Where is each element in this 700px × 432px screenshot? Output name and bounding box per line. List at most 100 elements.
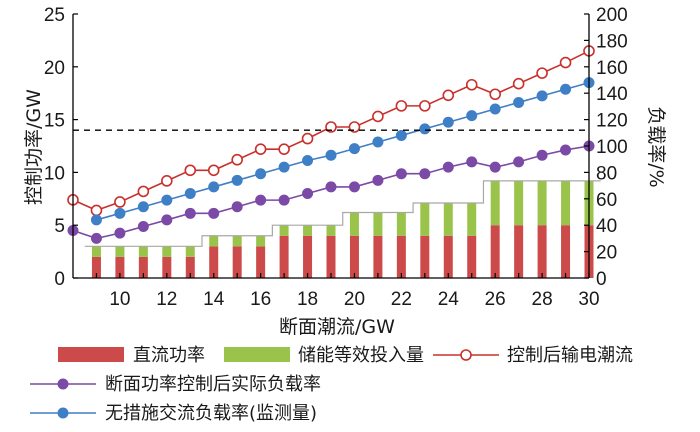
bar-dc-power: [490, 225, 500, 278]
point-actual-load-rate: [137, 221, 149, 233]
point-actual-load-rate: [466, 156, 478, 168]
bar-storage: [232, 235, 242, 247]
point-controlled-flow: [372, 110, 384, 123]
point-controlled-flow: [137, 185, 150, 198]
bar-storage: [373, 212, 383, 236]
y-left-tick-label: 15: [44, 111, 65, 132]
point-no-measure-load-rate: [513, 96, 525, 108]
bar-storage: [490, 180, 500, 226]
x-tick-label: 26: [485, 289, 506, 310]
x-tick-label: 24: [438, 289, 460, 310]
bar-storage: [420, 203, 430, 236]
point-no-measure-load-rate: [114, 207, 126, 219]
point-actual-load-rate: [325, 181, 337, 193]
bar-dc-power: [443, 235, 453, 278]
bar-storage: [443, 203, 453, 236]
bar-storage: [256, 235, 266, 247]
point-controlled-flow: [254, 143, 267, 155]
bar-dc-power: [115, 256, 125, 278]
point-actual-load-rate: [302, 188, 314, 200]
bar-dc-power: [467, 235, 477, 278]
point-actual-load-rate: [208, 207, 220, 219]
y-right-axis-label: 负载率/%: [645, 106, 667, 187]
bar-dc-power: [514, 225, 524, 278]
y-right-tick-label: 80: [596, 163, 617, 184]
bars-layer: [91, 180, 594, 278]
point-actual-load-rate: [255, 194, 267, 206]
y-right-tick-label: 100: [596, 137, 628, 158]
line-no-measure-load-rate: [96, 81, 590, 221]
point-no-measure-load-rate: [348, 143, 360, 155]
bar-dc-power: [303, 235, 313, 278]
point-actual-load-rate: [489, 161, 501, 173]
point-actual-load-rate: [372, 174, 384, 186]
bar-dc-power: [185, 256, 195, 278]
x-tick-label: 12: [156, 289, 177, 310]
legend-marker-controlled-flow: [460, 349, 472, 361]
point-no-measure-load-rate: [231, 174, 243, 186]
bar-dc-power: [326, 235, 336, 278]
bar-dc-power: [209, 246, 219, 278]
point-actual-load-rate: [442, 161, 454, 173]
point-no-measure-load-rate: [325, 149, 337, 161]
bar-dc-power: [232, 246, 242, 278]
point-controlled-flow: [231, 153, 243, 166]
point-no-measure-load-rate: [278, 161, 290, 173]
legend-label-storage: 储能等效投入量: [298, 345, 424, 366]
bar-storage: [349, 212, 359, 236]
point-no-measure-load-rate: [395, 129, 407, 141]
legend-label-dc-power: 直流功率: [133, 345, 205, 366]
point-no-measure-load-rate: [255, 168, 267, 180]
point-actual-load-rate: [536, 149, 548, 161]
point-controlled-flow: [559, 56, 572, 69]
y-left-tick-label: 10: [44, 163, 65, 184]
y-right-tick-label: 200: [596, 5, 628, 26]
point-controlled-flow: [90, 204, 103, 217]
legend-swatch-dc-power: [58, 347, 124, 362]
point-no-measure-load-rate: [372, 136, 384, 148]
point-actual-load-rate: [513, 156, 525, 168]
bar-dc-power: [138, 256, 148, 278]
y-left-tick-label: 25: [44, 5, 65, 26]
bar-storage: [514, 180, 524, 226]
bar-storage: [537, 180, 547, 226]
point-controlled-flow: [489, 88, 501, 101]
point-no-measure-load-rate: [302, 155, 314, 167]
point-controlled-flow: [536, 67, 548, 79]
stack-outline-layer: [84, 180, 601, 247]
point-controlled-flow: [512, 77, 525, 90]
point-no-measure-load-rate: [489, 103, 501, 115]
y-right-tick-label: 180: [596, 31, 628, 52]
bar-dc-power: [373, 235, 383, 278]
bar-dc-power: [420, 235, 430, 278]
point-no-measure-load-rate: [536, 90, 548, 102]
point-no-measure-load-rate: [208, 181, 220, 193]
x-tick-label: 28: [532, 289, 553, 310]
point-no-measure-load-rate: [90, 214, 102, 226]
bar-dc-power: [396, 235, 406, 278]
y-right-tick-label: 160: [596, 58, 628, 79]
point-controlled-flow: [395, 100, 408, 112]
point-controlled-flow: [465, 78, 478, 91]
bar-dc-power: [349, 235, 359, 278]
bar-storage: [162, 246, 172, 257]
bar-storage: [467, 203, 477, 236]
legend-label-controlled-flow: 控制后输电潮流: [507, 345, 633, 366]
point-actual-load-rate: [90, 232, 102, 244]
x-tick-label: 30: [578, 289, 599, 310]
bar-storage: [115, 246, 125, 257]
bar-storage: [561, 180, 571, 226]
y-right-tick-label: 60: [596, 190, 617, 211]
bar-storage: [279, 225, 289, 236]
y-right-tick-label: 120: [596, 111, 628, 132]
x-axis-label: 断面潮流/GW: [279, 316, 395, 338]
point-no-measure-load-rate: [184, 188, 196, 200]
point-controlled-flow: [442, 89, 455, 102]
bar-storage: [326, 225, 336, 236]
bar-storage: [396, 212, 406, 236]
y-left-axis-label: 控制功率/GW: [23, 89, 45, 205]
point-actual-load-rate: [278, 194, 290, 206]
bar-dc-power: [537, 225, 547, 278]
y-right-tick-label: 140: [596, 84, 628, 105]
legend-marker-actual-load-rate: [57, 378, 69, 390]
